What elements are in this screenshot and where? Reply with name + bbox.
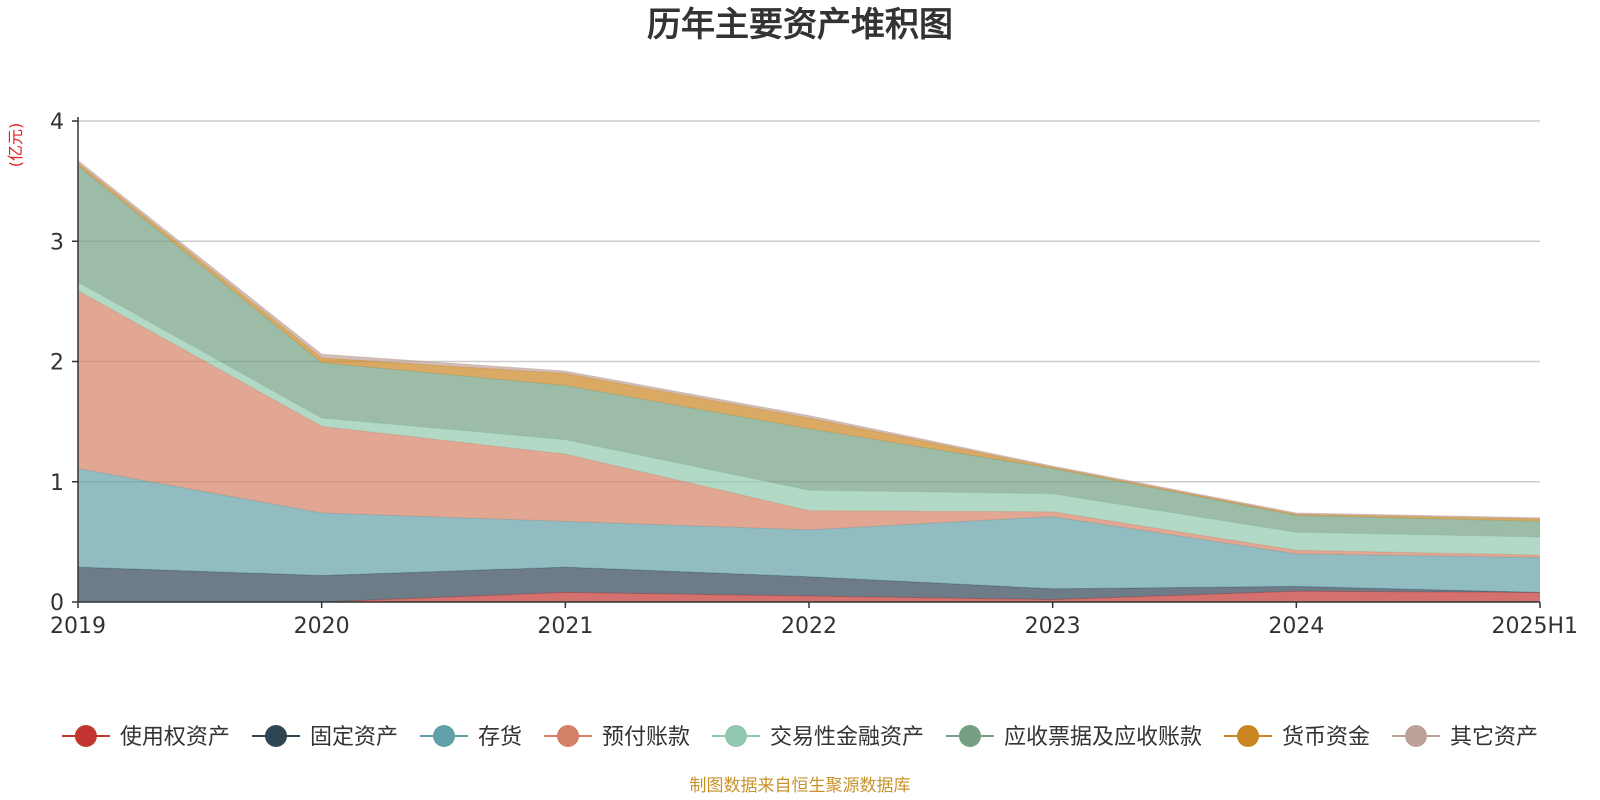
y-tick-label-2: 2 [50,351,64,376]
x-tick-label-2019: 2019 [50,614,106,639]
y-tick-label-4: 4 [50,110,64,135]
area-series-1[interactable] [78,567,1540,602]
area-series-3[interactable] [78,290,1540,558]
legend-marker-4 [725,725,747,747]
legend[interactable]: 使用权资产 固定资产 存货 预付账款 交易性金融资产 应收票据及应收账款 货币资金 其它资产 [61,725,1538,750]
legend-label-6: 货币资金 [1282,725,1370,750]
legend-label-2: 存货 [478,725,522,750]
y-axis-unit-label: (亿元) [6,123,25,168]
area-series-group [77,160,1541,603]
x-tick-label-2023: 2023 [1025,614,1081,639]
area-series-edge-7 [77,160,1541,519]
x-tick-label-2022: 2022 [781,614,837,639]
legend-label-0: 使用权资产 [120,725,230,750]
legend-label-7: 其它资产 [1450,725,1538,750]
legend-item-3[interactable]: 预付账款 [544,725,690,750]
area-series-5[interactable] [78,165,1540,538]
legend-item-5[interactable]: 应收票据及应收账款 [946,725,1202,750]
x-tick-label-2025H1: 2025H1 [1491,614,1578,639]
legend-label-3: 预付账款 [602,725,690,750]
legend-item-7[interactable]: 其它资产 [1392,725,1538,750]
legend-marker-1 [265,725,287,747]
y-tick-label-0: 0 [50,591,64,616]
area-series-2[interactable] [78,468,1540,593]
legend-item-4[interactable]: 交易性金融资产 [712,725,924,750]
legend-marker-3 [557,725,579,747]
legend-marker-6 [1237,725,1259,747]
legend-item-0[interactable]: 使用权资产 [61,725,230,750]
legend-label-5: 应收票据及应收账款 [1004,725,1202,750]
axes: 0 1 2 3 4 2019 2020 2021 2022 2023 2024 2025H1 [50,110,1578,639]
x-tick-label-2021: 2021 [537,614,593,639]
legend-item-1[interactable]: 固定资产 [252,725,398,750]
legend-label-4: 交易性金融资产 [770,725,924,750]
x-tick-label-2020: 2020 [294,614,350,639]
y-tick-label-1: 1 [50,471,64,496]
legend-marker-0 [74,725,97,747]
area-series-0[interactable] [78,591,1540,602]
legend-marker-7 [1405,725,1427,747]
legend-marker-5 [959,725,981,747]
area-series-4[interactable] [78,282,1540,556]
data-source-note: 制图数据来自恒生聚源数据库 [690,776,911,796]
legend-marker-2 [433,725,455,747]
legend-item-6[interactable]: 货币资金 [1224,725,1370,750]
y-tick-label-3: 3 [50,230,64,255]
x-tick-label-2024: 2024 [1268,614,1324,639]
legend-item-2[interactable]: 存货 [420,725,522,750]
chart-title: 历年主要资产堆积图 [647,5,953,45]
legend-label-1: 固定资产 [310,725,398,750]
